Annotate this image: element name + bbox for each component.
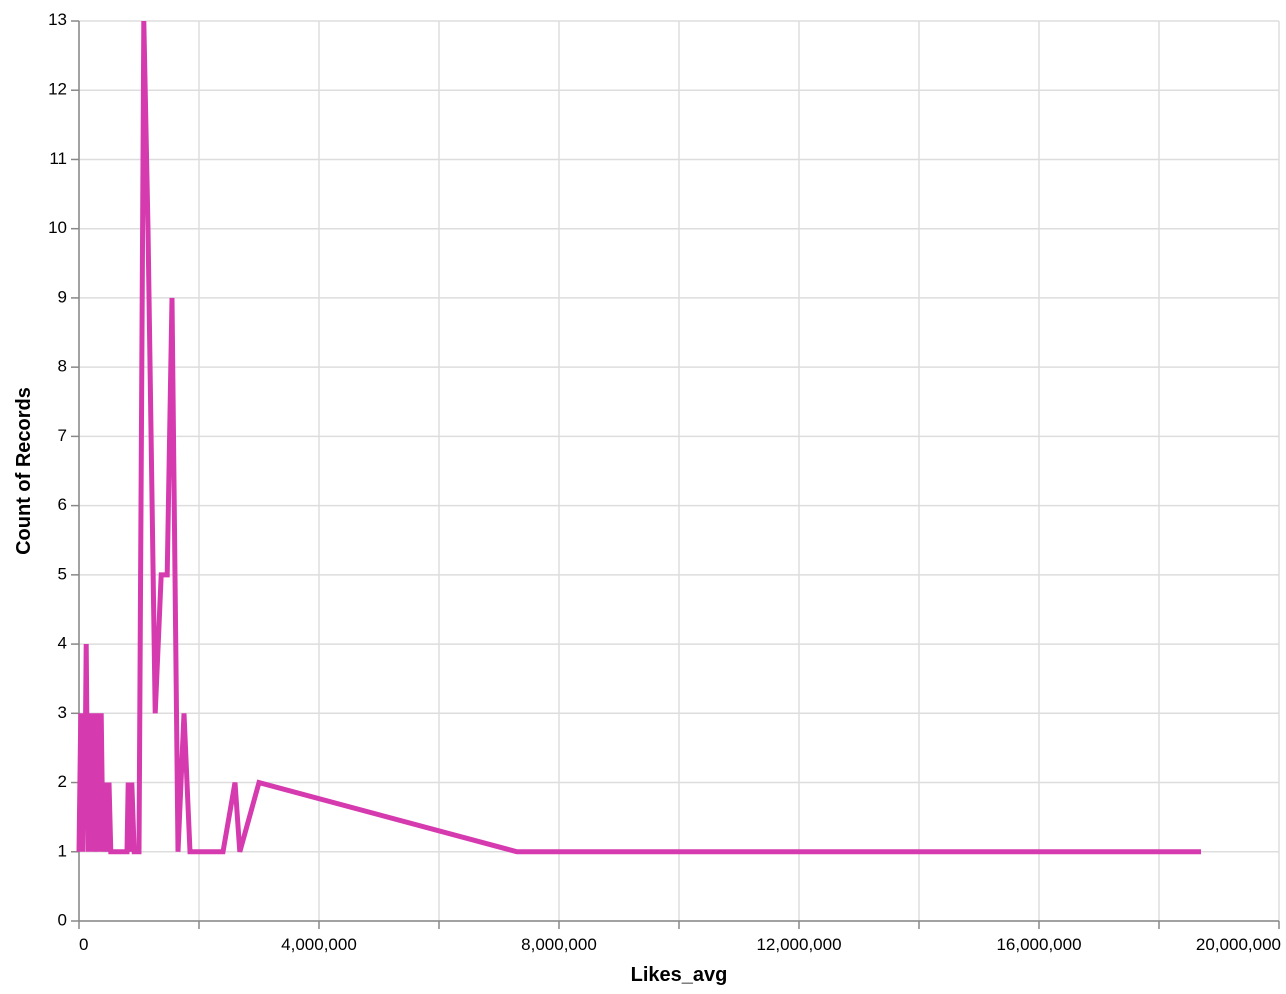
y-tick-label: 5 xyxy=(58,564,67,583)
series-line xyxy=(76,20,1201,855)
y-axis-title: Count of Records xyxy=(13,387,35,555)
y-tick-label: 8 xyxy=(58,357,67,376)
x-tick-label: 8,000,000 xyxy=(521,935,597,954)
x-tick-label: 12,000,000 xyxy=(756,935,841,954)
x-axis-title: Likes_avg xyxy=(631,964,728,986)
y-tick-label: 10 xyxy=(48,218,67,237)
x-tick-label: 4,000,000 xyxy=(281,935,357,954)
y-tick-label: 1 xyxy=(58,841,67,860)
x-tick-label: 20,000,000 xyxy=(1196,935,1281,954)
x-tick-label: 0 xyxy=(79,935,88,954)
y-tick-label: 9 xyxy=(58,287,67,306)
y-tick-label: 7 xyxy=(58,426,67,445)
y-tick-label: 12 xyxy=(48,80,67,99)
y-tick-label: 3 xyxy=(58,703,67,722)
y-tick-label: 11 xyxy=(49,149,67,168)
y-tick-label: 0 xyxy=(58,910,67,929)
y-tick-label: 2 xyxy=(58,772,67,791)
y-tick-label: 4 xyxy=(58,634,67,653)
y-tick-label: 13 xyxy=(48,10,67,29)
x-tick-label: 16,000,000 xyxy=(996,935,1081,954)
series-layer xyxy=(76,20,1201,855)
x-axis: 0 4,000,000 8,000,000 12,000,000 16,000,000 2… xyxy=(78,920,1281,954)
y-tick-label: 6 xyxy=(58,495,67,514)
